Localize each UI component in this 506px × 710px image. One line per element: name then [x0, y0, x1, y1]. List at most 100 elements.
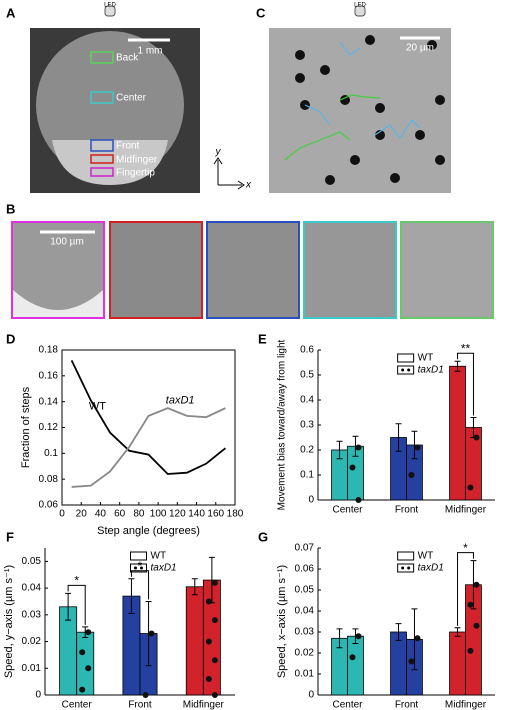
significance-bracket [457, 552, 474, 626]
legend-dot [407, 566, 411, 570]
error-bar [65, 592, 72, 621]
y-axis-label: Speed, x−axis (µm s⁻¹) [276, 565, 288, 678]
x-tick-label: 80 [133, 509, 145, 520]
significance: * [74, 574, 79, 588]
data-point [79, 649, 86, 656]
y-tick-label: 0.08 [39, 474, 59, 485]
y-tick-label: 0.02 [295, 648, 315, 659]
y-tick-label: 0.1 [300, 470, 314, 481]
image-b [400, 221, 494, 319]
panel-letter: F [6, 529, 14, 544]
data-point [355, 633, 362, 640]
led-label: LED [354, 3, 366, 9]
bar [76, 631, 95, 696]
x-tick-label: Center [332, 505, 363, 516]
image-b [109, 221, 203, 319]
scale-label: 20 µm [406, 43, 434, 54]
x-tick-label: 100 [150, 509, 167, 520]
region-label: Back [116, 53, 139, 64]
data-point [349, 654, 356, 661]
line [71, 407, 226, 488]
error-bar [191, 578, 198, 596]
y-tick-label: 0.02 [22, 636, 42, 647]
x-tick-label: Midfinger [445, 700, 487, 710]
x-tick-label: 120 [169, 509, 186, 520]
data-point [211, 657, 218, 664]
data-point [148, 630, 155, 637]
x-tick-label: 180 [227, 509, 244, 520]
y-tick-label: 0.03 [295, 627, 315, 638]
line [70, 359, 226, 475]
y-tick-label: 0.05 [22, 556, 42, 567]
legend-swatch [130, 563, 147, 573]
data-point [142, 692, 149, 698]
region-box [90, 91, 114, 104]
data-point [85, 665, 92, 672]
plot-frame [61, 349, 236, 506]
x-tick-label: Front [395, 505, 419, 516]
y-tick-label: 0.04 [295, 606, 315, 617]
y-tick-label: 0.5 [300, 370, 314, 381]
bar [390, 631, 407, 696]
series-label: WT [89, 401, 106, 413]
x-tick-label: Front [128, 700, 152, 710]
error-bar [395, 423, 402, 452]
x-tick-label: Center [332, 700, 363, 710]
legend-swatch [397, 563, 415, 573]
panel-letter: G [258, 529, 268, 544]
y-tick-label: 0.2 [300, 445, 314, 456]
y-tick-label: 0.3 [300, 420, 314, 431]
panel-letter: C [256, 5, 266, 20]
data-point [205, 598, 212, 605]
y-tick-label: 0.1 [44, 448, 58, 459]
legend-swatch [397, 365, 415, 375]
y-tick-label: 0.06 [295, 564, 315, 575]
y-tick-label: 0.06 [39, 500, 59, 511]
region-label: Center [116, 93, 147, 104]
data-point [211, 692, 218, 698]
y-tick-label: 0 [308, 495, 314, 506]
data-point [467, 647, 474, 654]
legend-label: taxD1 [151, 563, 177, 574]
x-tick-label: 140 [188, 509, 205, 520]
x-tick-label: 160 [207, 509, 224, 520]
significance-bracket [457, 352, 474, 416]
led-label: LED [104, 3, 116, 9]
y-tick-label: 0.01 [22, 663, 42, 674]
region-label: Fingertip [116, 168, 155, 179]
data-point [205, 675, 212, 682]
y-axis-label: Speed, y−axis (µm s⁻¹) [3, 565, 15, 678]
y-axis-label: Fraction of steps [20, 386, 32, 468]
y-tick-label: 0.12 [39, 422, 59, 433]
legend-label: taxD1 [418, 365, 444, 376]
series-label: taxD1 [166, 394, 195, 406]
data-point [408, 658, 415, 665]
data-point [205, 638, 212, 645]
data-point [408, 472, 415, 478]
x-axis-label: Step angle (degrees) [97, 525, 200, 537]
led-icon [104, 5, 116, 17]
axis-label-y: y [215, 147, 222, 158]
data-point [85, 629, 92, 636]
scale-label: 1 mm [138, 46, 163, 57]
data-point [473, 622, 480, 629]
y-tick-label: 0.04 [22, 583, 42, 594]
data-point [467, 601, 474, 608]
track [284, 131, 351, 161]
x-tick-label: Midfinger [445, 505, 487, 516]
data-point [414, 635, 421, 642]
significance: * [138, 559, 143, 573]
region-label: Midfinger [116, 155, 158, 166]
panel-letter: E [258, 331, 267, 346]
y-tick-label: 0.16 [39, 370, 59, 381]
bar [347, 635, 364, 696]
legend-label: WT [151, 551, 167, 562]
cells [295, 35, 445, 185]
region-box [90, 51, 114, 64]
data-point [473, 434, 480, 441]
region-label: Front [116, 141, 140, 152]
legend-dot [134, 566, 137, 570]
legend-dot [407, 368, 411, 372]
